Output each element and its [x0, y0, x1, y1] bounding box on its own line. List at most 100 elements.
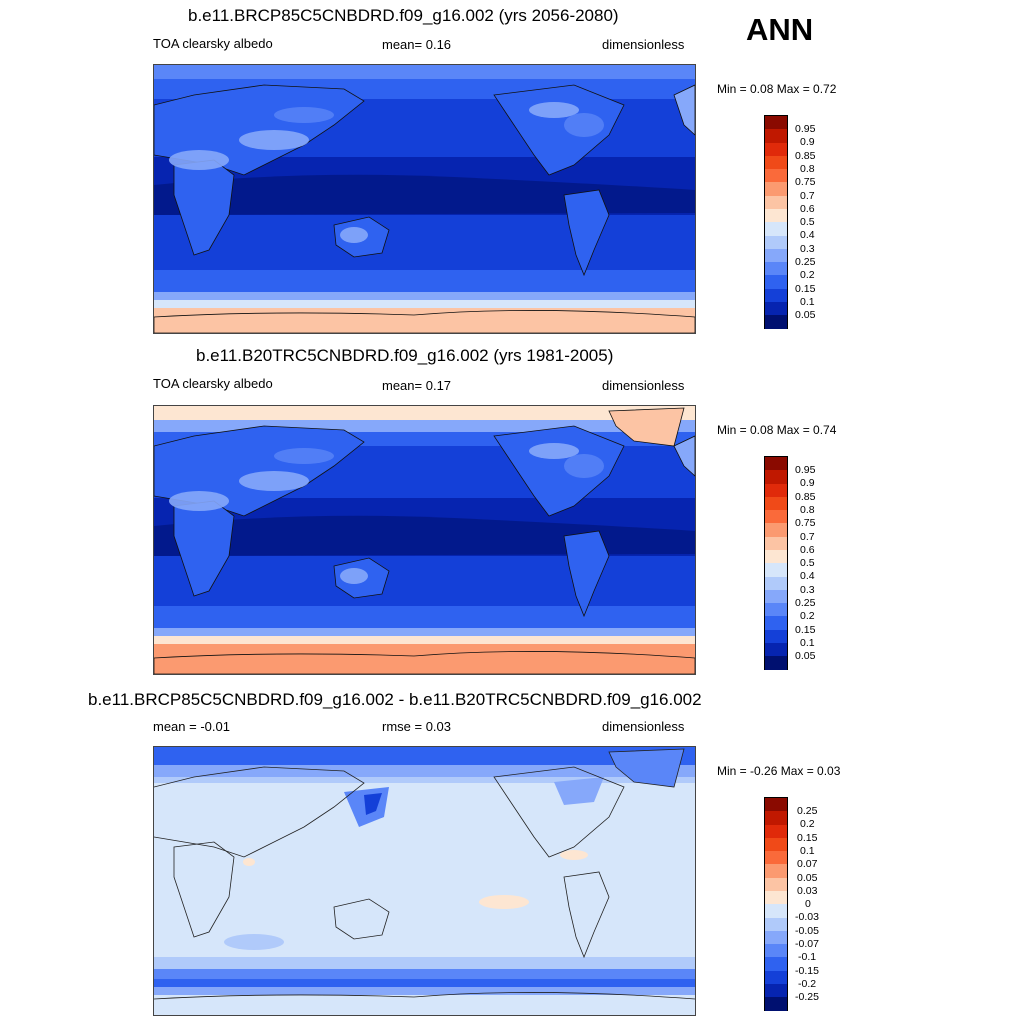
colorbar-swatch: [765, 222, 787, 236]
colorbar-tick-label: 0.85: [795, 490, 816, 503]
colorbar-swatch: [765, 970, 787, 984]
colorbar-swatch: [765, 549, 787, 564]
colorbar-tick-label: 0.4: [800, 229, 815, 242]
colorbar-swatch: [765, 864, 787, 878]
colorbar-swatch: [765, 616, 787, 630]
map-canvas: [154, 406, 695, 674]
colorbar-swatch: [765, 824, 787, 838]
colorbar-tick-label: -0.25: [795, 991, 819, 1004]
panel-title: b.e11.B20TRC5CNBDRD.f09_g16.002 (yrs 198…: [196, 346, 614, 365]
colorbar-tick-label: 0: [805, 898, 811, 911]
rmse-label: rmse = 0.03: [382, 719, 452, 734]
colorbar-tick-label: 0.95: [795, 123, 816, 135]
colorbar-swatch: [765, 315, 787, 329]
min-max-label: Min = 0.08 Max = 0.72: [717, 82, 837, 96]
colorbar-tick-label: 0.4: [800, 570, 815, 583]
colorbar-swatch: [765, 851, 787, 865]
colorbar-swatch: [765, 248, 787, 263]
colorbar-swatch: [765, 155, 787, 170]
colorbar-swatch: [765, 983, 787, 998]
colorbar-tick-label: 0.5: [800, 557, 815, 570]
season-label: ANN: [746, 12, 814, 47]
panel-title: b.e11.BRCP85C5CNBDRD.f09_g16.002 (yrs 20…: [188, 6, 619, 25]
colorbar-swatch: [765, 235, 787, 249]
colorbar-tick-label: 0.9: [800, 477, 815, 490]
colorbar-tick-label: 0.15: [795, 623, 816, 636]
map-canvas: [154, 747, 695, 1015]
colorbar-tick-label: 0.75: [795, 517, 816, 530]
colorbar-swatch: [765, 589, 787, 604]
colorbar: [764, 456, 788, 670]
panel-title: b.e11.BRCP85C5CNBDRD.f09_g16.002 - b.e11…: [88, 690, 702, 709]
colorbar-tick-label: -0.05: [795, 924, 819, 937]
colorbar-swatch: [765, 997, 787, 1011]
colorbar-swatch: [765, 510, 787, 524]
min-max-label: Min = 0.08 Max = 0.74: [717, 423, 837, 437]
colorbar-swatch: [765, 917, 787, 931]
map-canvas: [154, 65, 695, 333]
colorbar-swatch: [765, 904, 787, 918]
colorbar-swatch: [765, 275, 787, 289]
colorbar-tick-label: 0.8: [800, 162, 815, 175]
colorbar-tick-label: 0.25: [795, 597, 816, 609]
mean-label: mean= 0.17: [382, 378, 452, 393]
colorbar-swatch: [765, 470, 787, 484]
colorbar-swatch: [765, 603, 787, 617]
colorbar-swatch: [765, 301, 787, 316]
min-max-label: Min = -0.26 Max = 0.03: [717, 764, 841, 778]
mean-label: mean = -0.01: [153, 719, 230, 734]
colorbar: [764, 115, 788, 329]
colorbar-tick-label: 0.2: [800, 269, 815, 282]
colorbar: [764, 797, 788, 1011]
colorbar-swatch: [765, 944, 787, 958]
colorbar-tick-label: -0.1: [798, 951, 817, 964]
colorbar-swatch: [765, 930, 787, 945]
colorbar-swatch: [765, 182, 787, 196]
variable-label: TOA clearsky albedo: [153, 376, 273, 391]
colorbar-tick-label: 0.05: [795, 650, 816, 663]
colorbar-swatch: [765, 208, 787, 223]
colorbar-swatch: [765, 811, 787, 825]
colorbar-tick-label: 0.7: [800, 189, 815, 202]
colorbar-swatch: [765, 483, 787, 497]
colorbar-swatch: [765, 576, 787, 590]
mean-label: mean= 0.16: [382, 37, 452, 52]
colorbar-tick-label: 0.7: [800, 530, 815, 543]
colorbar-swatch: [765, 116, 787, 130]
colorbar-tick-label: 0.25: [797, 805, 818, 817]
colorbar-swatch: [765, 195, 787, 209]
units-label: dimensionless: [602, 719, 685, 734]
colorbar-tick-label: 0.95: [795, 464, 816, 476]
colorbar-tick-label: -0.15: [795, 964, 819, 977]
difference-map: [153, 746, 696, 1016]
colorbar-tick-label: 0.6: [800, 543, 815, 556]
colorbar-tick-label: 0.25: [795, 256, 816, 268]
colorbar-tick-label: 0.1: [800, 295, 815, 308]
colorbar-swatch: [765, 169, 787, 183]
colorbar-tick-label: -0.03: [795, 911, 819, 924]
colorbar-tick-label: 0.6: [800, 202, 815, 215]
albedo-map: [153, 405, 696, 675]
colorbar-tick-label: 0.3: [800, 583, 815, 596]
colorbar-tick-label: 0.07: [797, 858, 818, 871]
colorbar-tick-label: 0.05: [797, 871, 818, 884]
colorbar-swatch: [765, 288, 787, 302]
colorbar-swatch: [765, 642, 787, 657]
colorbar-swatch: [765, 536, 787, 550]
units-label: dimensionless: [602, 378, 685, 393]
colorbar-swatch: [765, 142, 787, 156]
colorbar-tick-label: 0.85: [795, 149, 816, 162]
colorbar-tick-label: 0.15: [795, 282, 816, 295]
colorbar-swatch: [765, 877, 787, 891]
colorbar-tick-label: 0.1: [800, 844, 815, 857]
colorbar-tick-label: 0.8: [800, 503, 815, 516]
colorbar-tick-label: 0.2: [800, 610, 815, 623]
colorbar-tick-label: -0.2: [798, 977, 817, 990]
colorbar-tick-label: 0.3: [800, 242, 815, 255]
colorbar-swatch: [765, 563, 787, 577]
colorbar-swatch: [765, 262, 787, 276]
variable-label: TOA clearsky albedo: [153, 36, 273, 51]
colorbar-tick-label: 0.2: [800, 818, 815, 831]
colorbar-tick-label: 0.05: [795, 309, 816, 322]
colorbar-swatch: [765, 629, 787, 643]
